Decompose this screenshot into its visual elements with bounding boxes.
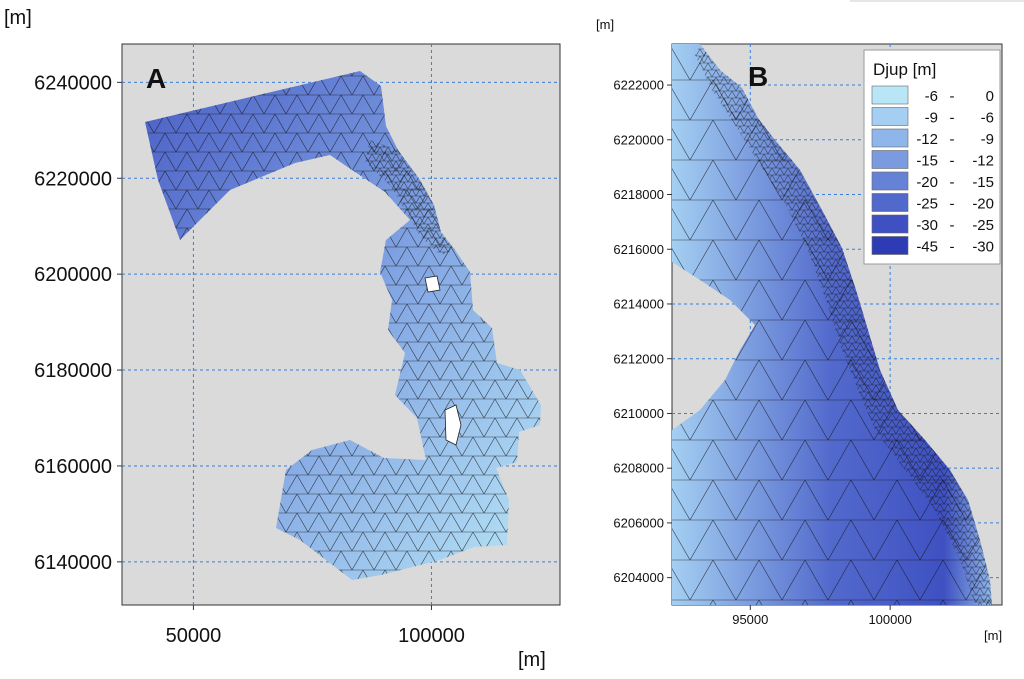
y-tick-label: 6200000 (34, 264, 112, 286)
legend-dash: - (950, 153, 955, 170)
y-tick-label: 6212000 (613, 351, 664, 366)
legend-low: -6 (925, 88, 938, 105)
legend-high: -20 (972, 196, 994, 213)
legend-entries: -6-0-9- -6-12- -9-15- -12-20- -15-25- -20-30-… (871, 85, 994, 256)
legend-swatch (871, 171, 909, 191)
legend-dash: - (950, 174, 955, 191)
y-tick-label: 6216000 (613, 242, 664, 257)
legend-high: 0 (986, 88, 994, 105)
panel-b-letter: B (748, 61, 768, 92)
panel-a-letter: A (146, 63, 166, 94)
panel-a-x-unit: [m] (518, 649, 546, 671)
legend-high: -6 (981, 110, 994, 127)
panel-a-y-ticks: 6240000 6220000 6200000 6180000 6160000 61400… (34, 72, 122, 574)
legend-low: -20 (916, 174, 938, 191)
y-tick-label: 6210000 (613, 406, 664, 421)
legend-swatch (871, 193, 909, 212)
x-tick-label: 100000 (868, 612, 911, 627)
legend-dash: - (950, 239, 955, 256)
y-tick-label: 6220000 (34, 168, 112, 190)
panel-b-mesh (672, 44, 992, 605)
legend-swatch (871, 128, 909, 148)
y-tick-label: 6218000 (613, 187, 664, 202)
legend-low: -15 (916, 153, 938, 170)
legend-swatch (871, 107, 909, 126)
legend-dash: - (950, 217, 955, 234)
legend-low: -9 (925, 110, 938, 127)
y-tick-label: 6222000 (613, 78, 664, 93)
y-tick-label: 6220000 (613, 132, 664, 147)
legend-low: -30 (916, 217, 938, 234)
panel-a-y-unit: [m] (4, 7, 32, 29)
legend-high: -12 (972, 153, 994, 170)
y-tick-label: 6240000 (34, 72, 112, 94)
panel-b-x-unit: [m] (984, 628, 1002, 643)
y-tick-label: 6214000 (613, 297, 664, 312)
panel-b-y-ticks: 6222000 6220000 6218000 6216000 6214000 62120… (613, 78, 672, 585)
y-tick-label: 6160000 (34, 456, 112, 478)
y-tick-label: 6204000 (613, 570, 664, 585)
legend-dash: - (950, 88, 955, 105)
y-tick-label: 6208000 (613, 461, 664, 476)
legend-dash: - (950, 196, 955, 213)
legend-low: -45 (916, 239, 938, 256)
legend-low: -25 (916, 196, 938, 213)
legend-swatch (871, 85, 909, 105)
panel-b: [m] 622200062200006218000621600062140006… (596, 17, 1003, 643)
legend-swatch (871, 150, 909, 169)
depth-legend: Djup [m] -6-0-9- -6-12- -9-15- -12-20- -15-2… (863, 49, 1001, 265)
legend-high: -9 (981, 131, 994, 148)
legend-high: -15 (972, 174, 994, 191)
x-tick-label: 50000 (166, 625, 222, 647)
panel-a-x-ticks: 50000 100000 (166, 605, 465, 647)
y-tick-label: 6180000 (34, 360, 112, 382)
legend-low: -12 (916, 131, 938, 148)
legend-high: -30 (972, 239, 994, 256)
x-tick-label: 95000 (732, 612, 768, 627)
legend-high: -25 (972, 217, 994, 234)
legend-swatch (871, 236, 909, 255)
legend-swatch (871, 214, 909, 234)
panel-a: [m] 624000062200006200000618000061600006… (4, 7, 561, 671)
x-tick-label: 100000 (398, 625, 465, 647)
legend-dash: - (950, 131, 955, 148)
y-tick-label: 6206000 (613, 515, 664, 530)
legend-title: Djup [m] (873, 60, 936, 79)
y-tick-label: 6140000 (34, 552, 112, 574)
panel-b-x-ticks: 95000 100000 (732, 605, 912, 627)
legend-dash: - (950, 110, 955, 127)
panel-a-mesh (145, 71, 541, 580)
panel-b-y-unit: [m] (596, 17, 614, 32)
